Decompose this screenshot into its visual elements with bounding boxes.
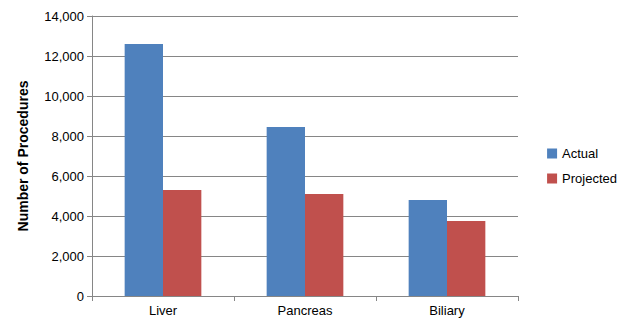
svg-text:14,000: 14,000 xyxy=(44,9,84,24)
svg-text:6,000: 6,000 xyxy=(51,169,84,184)
svg-text:Pancreas: Pancreas xyxy=(278,303,333,318)
svg-text:12,000: 12,000 xyxy=(44,49,84,64)
svg-text:Biliary: Biliary xyxy=(429,303,465,318)
svg-text:Liver: Liver xyxy=(149,303,178,318)
svg-text:Projected: Projected xyxy=(562,171,617,186)
svg-text:Actual: Actual xyxy=(562,146,598,161)
svg-text:4,000: 4,000 xyxy=(51,209,84,224)
svg-text:10,000: 10,000 xyxy=(44,89,84,104)
svg-text:Number of Procedures: Number of Procedures xyxy=(15,80,31,231)
svg-text:2,000: 2,000 xyxy=(51,249,84,264)
svg-text:0: 0 xyxy=(77,289,84,304)
svg-text:8,000: 8,000 xyxy=(51,129,84,144)
